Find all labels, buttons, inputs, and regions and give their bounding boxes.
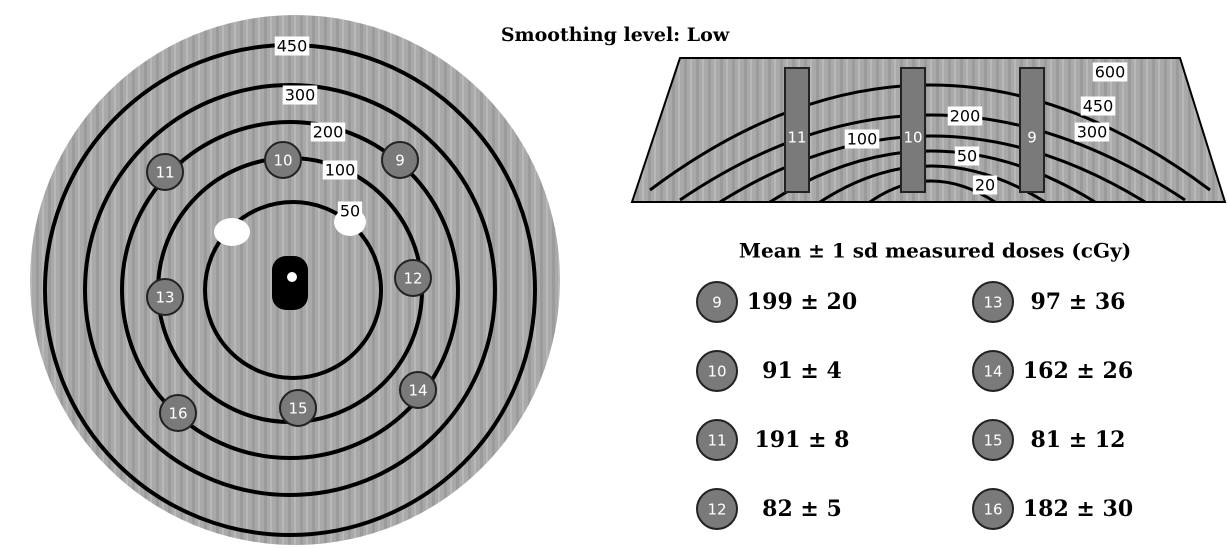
detector-label: 9: [712, 294, 722, 312]
detector-label: 14: [408, 382, 427, 400]
detector-label: 11: [707, 432, 726, 450]
contour-label: 450: [1083, 97, 1114, 116]
contour-label: 100: [325, 161, 356, 180]
dose-value: 81 ± 12: [1031, 427, 1126, 453]
contour-label: 50: [957, 147, 977, 166]
detector-label: 12: [403, 270, 422, 288]
contour-label: 100: [847, 130, 878, 149]
detector-label: 9: [1027, 129, 1037, 147]
detector-label: 15: [983, 432, 1002, 450]
figure: Smoothing level: Low Mean ± 1 sd measure…: [0, 0, 1227, 548]
contour-label: 300: [285, 86, 316, 105]
dose-value: 162 ± 26: [1023, 358, 1133, 384]
table-heading: Mean ± 1 sd measured doses (cGy): [739, 239, 1131, 263]
detector-label: 16: [983, 501, 1002, 519]
detector-label: 9: [395, 152, 405, 170]
figure-title: Smoothing level: Low: [501, 24, 730, 46]
contour-label: 50: [340, 202, 360, 221]
contour-label: 200: [950, 107, 981, 126]
contour-label: 450: [277, 37, 308, 56]
contour-label: 20: [975, 176, 995, 195]
contour-label: 600: [1095, 63, 1126, 82]
center-hole: [272, 256, 308, 310]
detector-label: 11: [787, 129, 806, 147]
detector-label: 13: [983, 294, 1002, 312]
detector-label: 15: [288, 400, 307, 418]
bright-spot: [214, 218, 250, 246]
detector-label: 10: [903, 129, 922, 147]
detector-label: 13: [155, 289, 174, 307]
center-dot: [287, 272, 297, 282]
dose-value: 182 ± 30: [1023, 496, 1133, 522]
detector-label: 14: [983, 363, 1002, 381]
detector-label: 12: [707, 501, 726, 519]
dose-value: 82 ± 5: [762, 496, 842, 522]
contour-label: 300: [1077, 123, 1108, 142]
dose-value: 91 ± 4: [762, 358, 842, 384]
contour-label: 200: [313, 123, 344, 142]
detector-label: 10: [273, 152, 292, 170]
detector-label: 11: [155, 164, 174, 182]
detector-label: 16: [168, 405, 187, 423]
dose-value: 97 ± 36: [1031, 289, 1126, 315]
dose-value: 199 ± 20: [747, 289, 857, 315]
dose-value: 191 ± 8: [755, 427, 850, 453]
detector-label: 10: [707, 363, 726, 381]
